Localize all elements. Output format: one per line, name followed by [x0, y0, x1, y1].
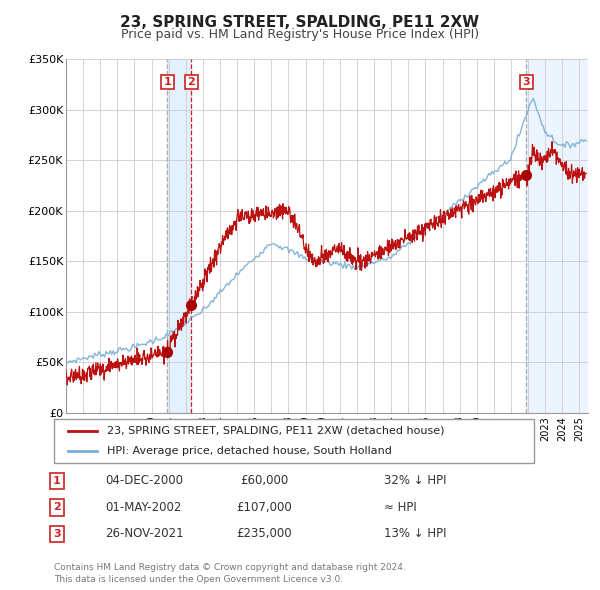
Text: 01-MAY-2002: 01-MAY-2002: [105, 501, 181, 514]
Text: 2: 2: [53, 503, 61, 512]
Text: Price paid vs. HM Land Registry's House Price Index (HPI): Price paid vs. HM Land Registry's House …: [121, 28, 479, 41]
Text: 04-DEC-2000: 04-DEC-2000: [105, 474, 183, 487]
Text: £235,000: £235,000: [236, 527, 292, 540]
Text: £107,000: £107,000: [236, 501, 292, 514]
Text: 1: 1: [53, 476, 61, 486]
Text: 23, SPRING STREET, SPALDING, PE11 2XW (detached house): 23, SPRING STREET, SPALDING, PE11 2XW (d…: [107, 426, 444, 436]
Text: 32% ↓ HPI: 32% ↓ HPI: [384, 474, 446, 487]
Text: 13% ↓ HPI: 13% ↓ HPI: [384, 527, 446, 540]
Text: ≈ HPI: ≈ HPI: [384, 501, 417, 514]
Text: 26-NOV-2021: 26-NOV-2021: [105, 527, 184, 540]
Text: HPI: Average price, detached house, South Holland: HPI: Average price, detached house, Sout…: [107, 446, 392, 456]
Text: Contains HM Land Registry data © Crown copyright and database right 2024.: Contains HM Land Registry data © Crown c…: [54, 563, 406, 572]
Text: £60,000: £60,000: [240, 474, 288, 487]
Text: 1: 1: [163, 77, 171, 87]
Text: 3: 3: [523, 77, 530, 87]
Bar: [167, 59, 191, 413]
Text: This data is licensed under the Open Government Licence v3.0.: This data is licensed under the Open Gov…: [54, 575, 343, 584]
Text: 3: 3: [53, 529, 61, 539]
Bar: [526, 59, 588, 413]
Text: 2: 2: [188, 77, 196, 87]
Text: 23, SPRING STREET, SPALDING, PE11 2XW: 23, SPRING STREET, SPALDING, PE11 2XW: [121, 15, 479, 30]
